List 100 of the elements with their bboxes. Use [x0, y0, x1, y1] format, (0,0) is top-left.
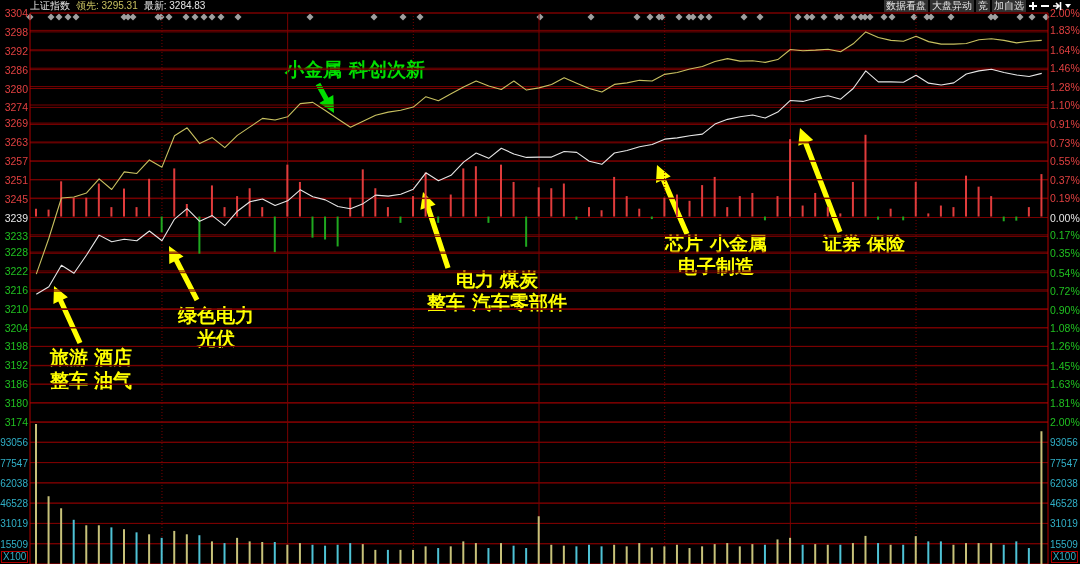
bar	[839, 213, 842, 217]
text: 领先: 3295.31	[76, 0, 138, 13]
bar	[72, 519, 75, 564]
bar	[726, 207, 729, 217]
bar	[851, 181, 854, 217]
bar	[60, 181, 63, 217]
bar	[474, 543, 477, 564]
bar	[877, 216, 880, 220]
bar	[952, 544, 955, 564]
bar	[349, 197, 352, 217]
y2-tick-label: 15509	[1050, 538, 1079, 550]
bar	[324, 216, 327, 240]
y2-tick-label: 0.54%	[1050, 266, 1080, 279]
y2-tick-label: 1.64%	[1050, 43, 1080, 56]
bar	[311, 544, 314, 564]
bar	[650, 547, 653, 564]
y-tick-label: 3210	[4, 302, 29, 315]
y2-tick-label: 0.91%	[1050, 118, 1080, 131]
bar	[462, 168, 465, 217]
bar	[286, 544, 289, 564]
y2-tick-label: 0.73%	[1050, 136, 1080, 149]
bar	[336, 216, 339, 247]
bar	[990, 543, 993, 564]
bar	[160, 216, 163, 233]
bar	[47, 209, 50, 217]
y-tick-label: 3280	[4, 82, 29, 95]
bar	[776, 196, 779, 217]
bar	[550, 544, 553, 564]
bar	[148, 534, 151, 564]
bar	[185, 534, 188, 564]
y2-tick-label: 0.00%	[1050, 211, 1080, 224]
y2-tick-label: 0.17%	[1050, 228, 1080, 241]
y2-tick-label: 31019	[1050, 518, 1079, 530]
bar	[286, 164, 289, 217]
bar	[386, 207, 389, 217]
y2-tick-label: 1.45%	[1050, 359, 1080, 372]
y-tick-label: 31019	[0, 518, 29, 530]
bar	[424, 172, 427, 217]
y-tick-label: 3251	[4, 173, 29, 186]
bar	[600, 546, 603, 564]
bar	[713, 176, 716, 217]
bar	[537, 187, 540, 217]
bar	[575, 546, 578, 564]
bar	[386, 549, 389, 564]
bar	[889, 544, 892, 564]
bar	[60, 508, 63, 564]
bar	[738, 196, 741, 217]
bar	[210, 541, 213, 564]
bar	[399, 549, 402, 564]
bar	[600, 210, 603, 217]
bar	[927, 213, 930, 217]
bar	[122, 529, 125, 564]
y2-tick-label: 62038	[1050, 477, 1079, 489]
bar	[412, 196, 415, 217]
bar	[789, 139, 792, 217]
y2-tick-label: 1.63%	[1050, 378, 1080, 391]
y-tick-label: 3257	[4, 154, 29, 167]
bar	[738, 546, 741, 564]
bar	[512, 545, 515, 564]
bar	[789, 537, 792, 564]
y-tick-label: 3192	[4, 359, 29, 372]
bar	[902, 544, 905, 564]
bar	[814, 192, 817, 217]
bar	[939, 541, 942, 564]
bar	[135, 532, 138, 564]
y2-tick-label: 0.37%	[1050, 173, 1080, 186]
bar	[298, 181, 301, 217]
bar	[675, 544, 678, 564]
bar	[826, 544, 829, 564]
bar	[939, 205, 942, 217]
bar	[625, 546, 628, 564]
bar	[801, 544, 804, 564]
y2-tick-label: 1.46%	[1050, 62, 1080, 75]
bar	[135, 207, 138, 217]
bar	[85, 525, 88, 564]
bar	[273, 216, 276, 253]
bar	[1002, 544, 1005, 564]
bar	[412, 549, 415, 564]
bar	[236, 196, 239, 217]
bar	[663, 197, 666, 217]
bar	[1015, 216, 1018, 221]
y-tick-label: 93056	[0, 437, 29, 449]
bar	[550, 188, 553, 217]
bar	[613, 176, 616, 217]
bar	[914, 181, 917, 217]
y2-tick-label: 1.83%	[1050, 24, 1080, 37]
bar	[97, 183, 100, 217]
bar	[638, 208, 641, 217]
y2-tick-label: 0.19%	[1050, 192, 1080, 205]
y-tick-label: 3228	[4, 246, 29, 259]
bar	[751, 544, 754, 564]
bar	[148, 178, 151, 217]
y-tick-label: 15509	[0, 538, 29, 550]
bar	[663, 546, 666, 564]
bar	[675, 194, 678, 217]
bar	[965, 543, 968, 564]
bar	[776, 539, 779, 564]
bar	[449, 194, 452, 217]
y2-tick-label: 1.10%	[1050, 99, 1080, 112]
bar	[587, 207, 590, 217]
